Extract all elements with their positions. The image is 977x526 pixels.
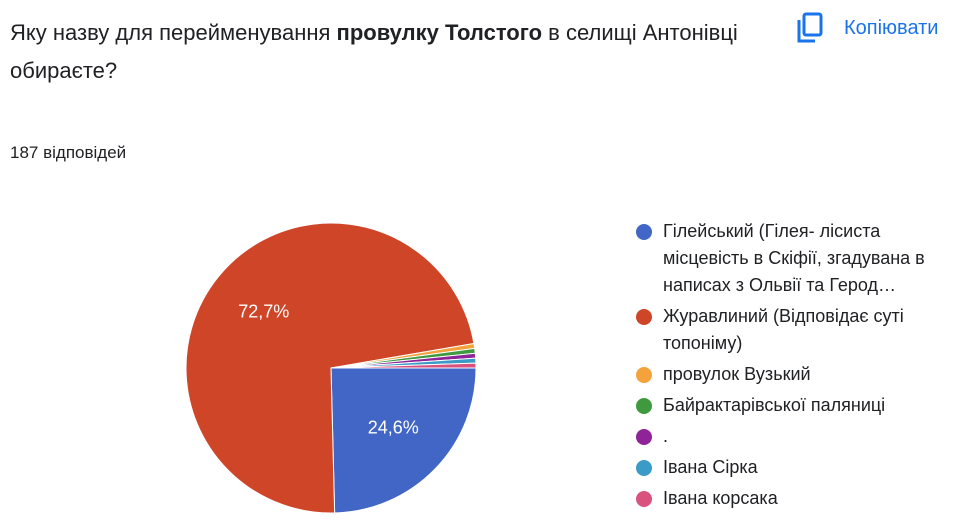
title-part: провулку Толстого [336, 20, 543, 45]
legend-label: Івана Сірка [663, 457, 758, 477]
legend-item: Журавлиний (Відповідає суті топоніму) [636, 303, 936, 357]
legend-swatch [636, 398, 652, 414]
pie-slice [330, 362, 477, 369]
legend-label: Байрактарівської паляниці [663, 395, 886, 415]
title-part: в селищі Антонівці обираєте? [10, 20, 738, 83]
copy-icon [797, 12, 823, 43]
legend-item: Івана Сірка [636, 454, 936, 481]
legend-swatch [636, 460, 652, 476]
legend-label: Журавлиний (Відповідає суті топоніму) [663, 306, 904, 353]
pie-slice [185, 222, 475, 514]
slice-label: 24,6% [368, 417, 419, 437]
legend-label: . [663, 426, 669, 446]
legend-swatch [636, 491, 652, 507]
legend-swatch [636, 224, 652, 240]
legend-item: Байрактарівської паляниці [636, 392, 936, 419]
legend-item: . [636, 423, 936, 450]
legend-label: Івана корсака [663, 488, 778, 508]
legend-item: Івана корсака [636, 485, 936, 512]
pie-slice [330, 367, 477, 514]
legend-swatch [636, 429, 652, 445]
legend-swatch [636, 309, 652, 325]
copy-label: Копіювати [844, 16, 939, 39]
title-part: Яку назву для перейменування [10, 20, 337, 45]
legend-item: Гілейський (Гілея- лісиста місцевість в … [636, 218, 936, 299]
slice-label: 72,7% [238, 302, 289, 322]
legend-swatch [636, 367, 652, 383]
legend: Гілейський (Гілея- лісиста місцевість в … [636, 218, 936, 516]
copy-button[interactable]: Копіювати [796, 12, 938, 44]
legend-item: провулок Вузький [636, 361, 936, 388]
question-title: Яку назву для перейменування провулку То… [10, 14, 780, 90]
legend-label: Гілейський (Гілея- лісиста місцевість в … [663, 221, 925, 295]
pie-chart: 24,6% 72,7% [185, 222, 477, 514]
response-count: 187 відповідей [10, 143, 127, 162]
legend-label: провулок Вузький [663, 364, 811, 384]
